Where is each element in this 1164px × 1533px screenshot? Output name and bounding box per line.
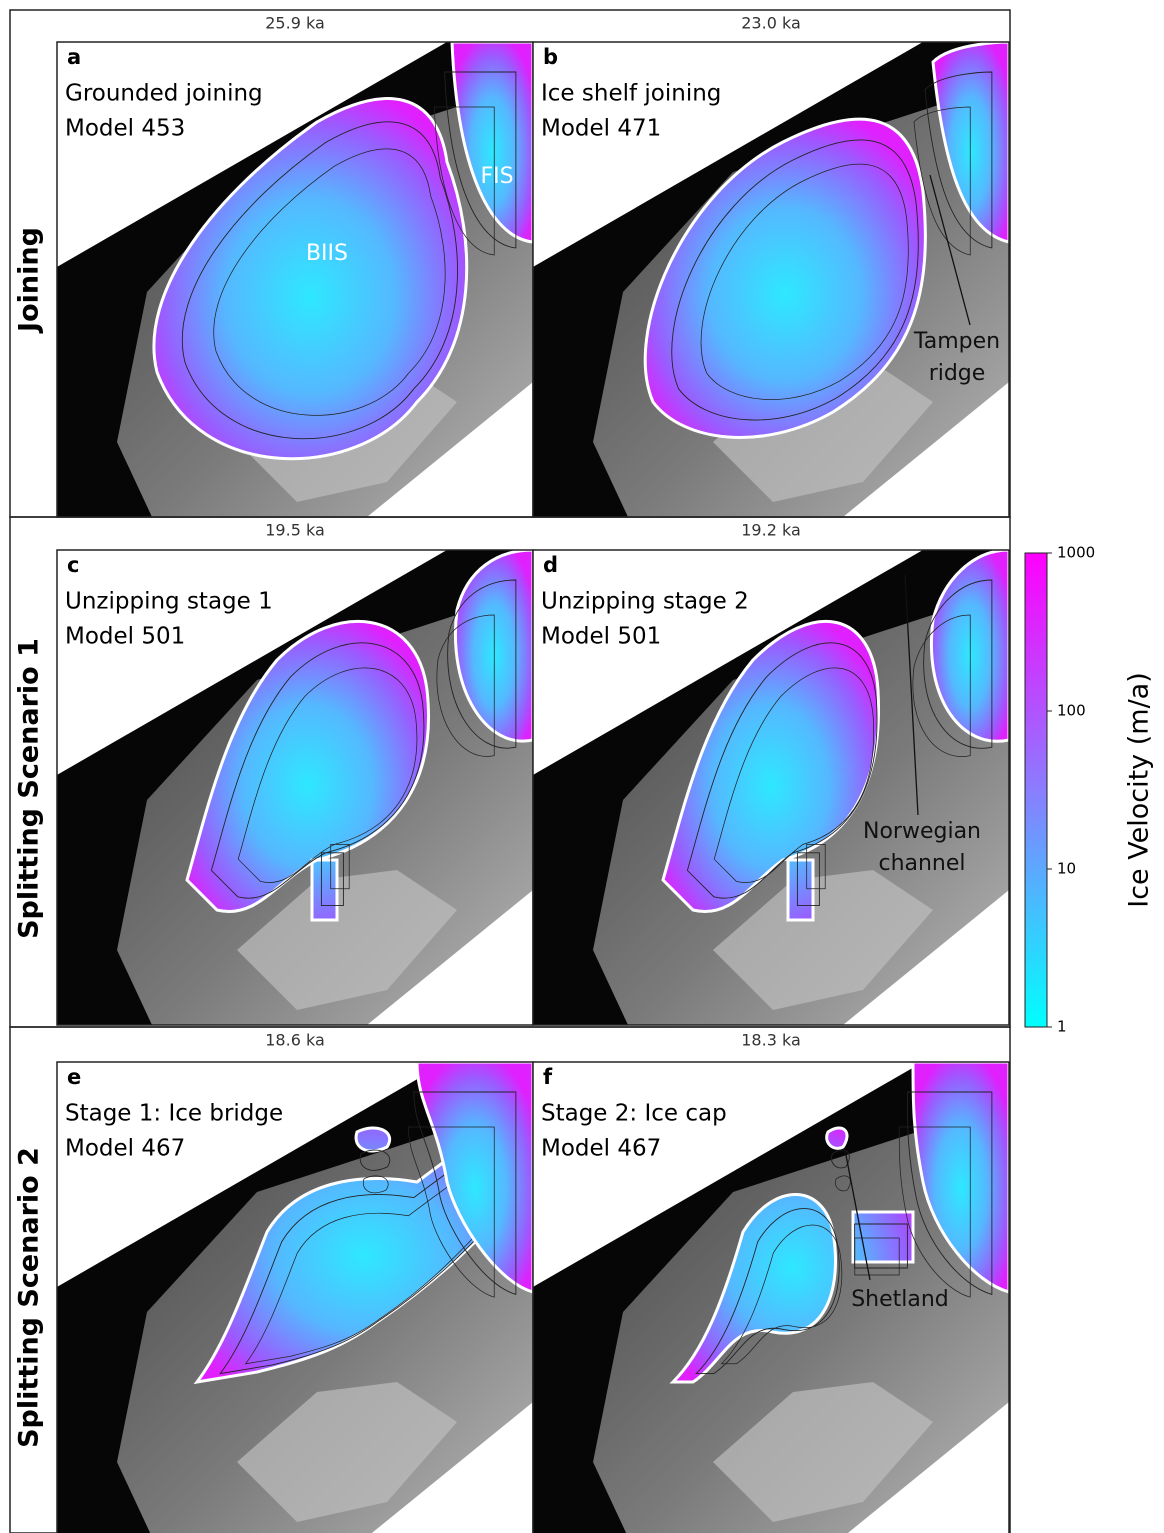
panel-title: Model 501	[541, 624, 661, 650]
map-panel: e Stage 1: Ice bridge Model 467	[56, 1061, 534, 1533]
map	[533, 42, 1009, 517]
panel-title: Model 501	[65, 624, 185, 650]
panel-title: Ice shelf joining	[541, 81, 721, 107]
contour	[686, 642, 878, 907]
panel-title: Grounded joining	[65, 81, 263, 107]
contour	[436, 614, 495, 757]
panel-time: 18.6 ka	[265, 1031, 325, 1050]
ice-sheet	[669, 1126, 915, 1384]
contour	[447, 579, 517, 749]
contour	[210, 642, 425, 907]
map	[57, 1062, 533, 1533]
ice-sheet	[450, 42, 533, 244]
map	[57, 550, 533, 1025]
ice-sheet	[661, 619, 881, 922]
ice-sheet	[152, 97, 469, 461]
land	[237, 1382, 457, 1522]
map-panel: f Stage 2: Ice cap Model 467 Shetland	[532, 1061, 1010, 1533]
contour	[213, 148, 446, 416]
contour	[700, 163, 909, 400]
panel-time: 19.2 ka	[741, 521, 801, 540]
panel-time: 18.3 ka	[741, 1031, 801, 1050]
contour	[408, 1126, 495, 1298]
contour	[433, 106, 495, 256]
contour	[237, 667, 418, 890]
panel-title: Stage 1: Ice bridge	[65, 1101, 283, 1127]
pointer-line	[844, 1149, 871, 1281]
ice-sheet	[415, 1062, 533, 1294]
row-label: Splitting Scenario 1	[14, 638, 45, 939]
map	[533, 1062, 1009, 1533]
colorbar-tick-label: 100	[1057, 702, 1086, 720]
contour	[913, 106, 971, 256]
colorbar-label: Ice Velocity (m/a)	[1124, 672, 1155, 908]
map	[57, 42, 533, 517]
panel-title: Unzipping stage 1	[65, 589, 273, 615]
map	[533, 550, 1009, 1025]
panel-title: Unzipping stage 2	[541, 589, 749, 615]
panel-letter: a	[67, 45, 81, 69]
contour	[444, 71, 517, 249]
annotation: Tampen	[913, 329, 1000, 354]
colorbar-tick-label: 1	[1057, 1018, 1067, 1036]
pointer-line	[904, 574, 919, 816]
contour	[713, 667, 875, 890]
panel-border	[532, 1061, 1010, 1533]
panel-time: 23.0 ka	[741, 14, 801, 33]
panel-letter: b	[543, 45, 558, 69]
contour	[720, 1175, 900, 1365]
panel-time: 25.9 ka	[265, 14, 325, 33]
map-panel: d Unzipping stage 2 Model 501 Norwegian chan…	[532, 549, 1010, 1026]
pointer-line	[929, 174, 971, 326]
panel-title: Model 467	[65, 1136, 185, 1162]
land	[713, 870, 933, 1010]
panel-letter: c	[67, 553, 79, 577]
annotation: ridge	[929, 361, 986, 386]
map-panel: b Ice shelf joining Model 471 Tampen ridge	[532, 41, 1010, 518]
contour	[898, 1126, 971, 1298]
panel-time: 19.5 ka	[265, 521, 325, 540]
contour	[413, 1091, 517, 1295]
contour	[671, 139, 919, 421]
row-frame	[9, 1026, 1011, 1533]
annotation: Norwegian	[863, 819, 981, 844]
panel-title: Model 467	[541, 1136, 661, 1162]
contour	[181, 121, 458, 440]
land	[237, 870, 457, 1010]
panel-letter: d	[543, 553, 558, 577]
panel-title: Stage 2: Ice cap	[541, 1101, 727, 1127]
panel-letter: e	[67, 1065, 81, 1089]
panel-border	[532, 549, 1010, 1026]
map-panel: a Grounded joining Model 453 BIIS FIS	[56, 41, 534, 518]
annotation: BIIS	[306, 241, 348, 266]
annotation: FIS	[480, 164, 513, 189]
panel-title: Model 471	[541, 116, 661, 142]
colorbar-tick-label: 10	[1057, 860, 1076, 878]
row-label: Joining	[14, 227, 45, 334]
panel-title: Model 453	[65, 116, 185, 142]
colorbar	[1024, 552, 1048, 1028]
row-label: Splitting Scenario 2	[14, 1147, 45, 1448]
ice-sheet	[643, 117, 927, 439]
annotation: Shetland	[851, 1287, 949, 1312]
land	[713, 1382, 933, 1522]
colorbar-tick-label: 1000	[1057, 544, 1095, 562]
ice-sheet	[931, 42, 1009, 244]
contour	[924, 71, 993, 249]
annotation: channel	[878, 851, 965, 876]
contour	[923, 579, 993, 749]
panel-letter: f	[543, 1065, 553, 1089]
map-panel: c Unzipping stage 1 Model 501	[56, 549, 534, 1026]
